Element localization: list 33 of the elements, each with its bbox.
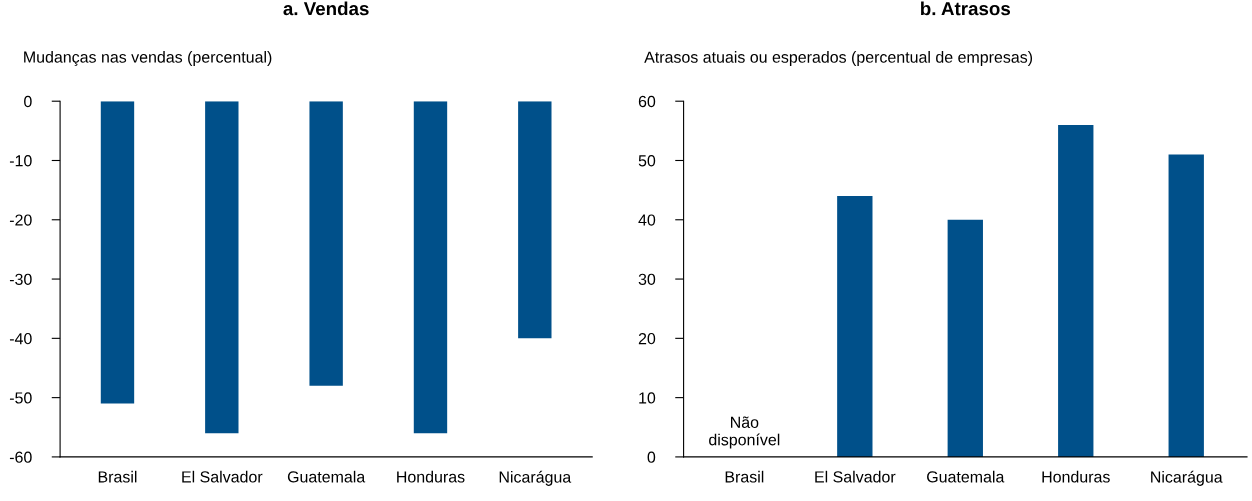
x-tick-label: Guatemala: [287, 470, 366, 483]
x-tick-label: Honduras: [397, 470, 465, 483]
x-tick-label: Nicarágua: [1151, 470, 1223, 486]
annotation: Não disponível: [709, 416, 780, 449]
y-axis-title: Atrasos atuais ou esperados (percentual de empresas): [644, 51, 1033, 66]
x-tick-label: Honduras: [1042, 470, 1110, 483]
bar: [837, 196, 873, 457]
y-tick-label: 0: [647, 451, 656, 463]
x-tick-label: El Salvador: [815, 470, 896, 483]
x-tick-label: Nicarágua: [499, 470, 572, 486]
x-tick-label: El Salvador: [182, 470, 263, 483]
y-axis-title: Mudanças nas vendas (percentual): [24, 51, 272, 66]
y-tick-label: 40: [638, 214, 656, 226]
chart-title: a. Vendas: [283, 1, 369, 16]
y-tick-label: 50: [638, 155, 656, 167]
x-tick-label: Brasil: [725, 470, 764, 483]
y-tick-label: 60: [638, 95, 656, 108]
y-tick-label: 20: [638, 332, 656, 345]
x-tick-label: Guatemala: [927, 470, 1005, 483]
y-tick-label: 10: [639, 392, 656, 404]
x-tick-label: Brasil: [98, 470, 137, 483]
y-tick-label: -50: [9, 392, 32, 404]
y-tick-label: 30: [638, 273, 656, 285]
y-tick-label: -40: [9, 332, 32, 345]
y-tick-label: -20: [9, 214, 32, 226]
y-tick-label: -30: [9, 273, 32, 285]
bar: [1168, 154, 1204, 457]
y-tick-label: -10: [9, 155, 32, 167]
bar: [947, 219, 983, 457]
chart-title: b. Atrasos: [921, 1, 1011, 16]
y-tick-label: -60: [9, 451, 32, 463]
bar: [1058, 124, 1094, 457]
y-tick-label: 0: [24, 95, 32, 108]
